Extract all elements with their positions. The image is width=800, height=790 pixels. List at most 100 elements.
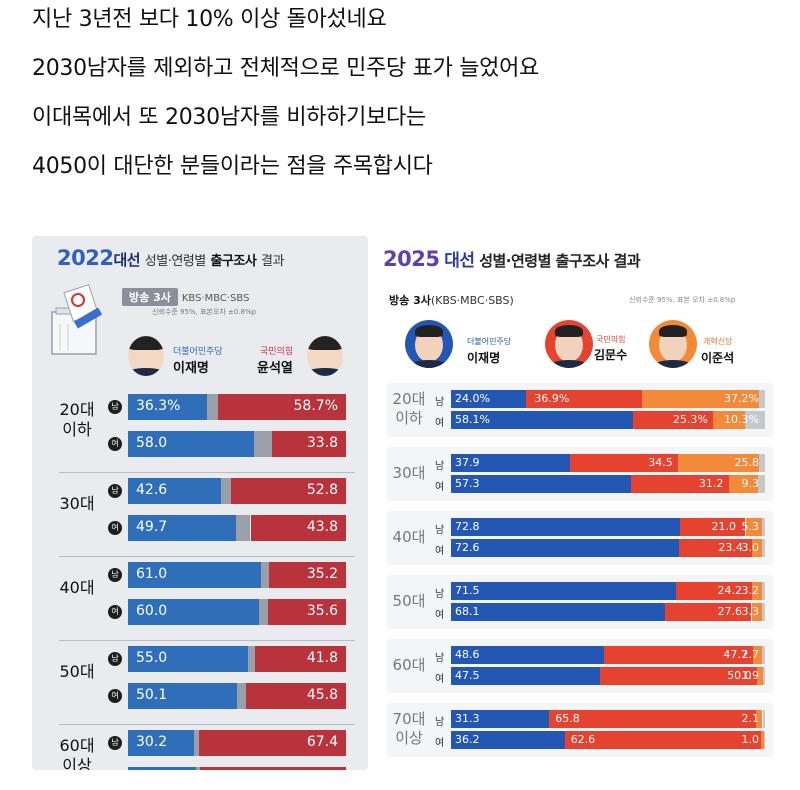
bar-segment-ppp xyxy=(254,646,346,672)
stacked-bar: 60.0 35.6 xyxy=(128,599,346,625)
data-label-ppp: 31.2 xyxy=(698,477,724,490)
data-label-dem: 49.7 xyxy=(136,519,168,535)
data-label-dem: 71.5 xyxy=(455,584,480,597)
age-group-label-line: 30대 xyxy=(59,494,95,513)
data-label-ppp: 36.9% xyxy=(534,392,570,405)
age-group-label-line: 60대 xyxy=(59,736,95,755)
post-line: 4050이 대단한 분들이라는 점을 주목합시다 xyxy=(32,154,433,179)
bar-segment-reform xyxy=(745,518,763,536)
sex-label: 여 xyxy=(435,738,445,749)
post-line: 지난 3년전 보다 10% 이상 돌아섰네요 xyxy=(32,7,387,32)
post-line: 이대목에서 또 2030남자를 비하하기보다는 xyxy=(32,105,426,130)
sex-badge: 남 xyxy=(108,484,122,498)
chart-2025-title-rest: 성별·연령별 출구조사 결과 xyxy=(479,252,641,270)
bar-segment-other xyxy=(193,730,199,756)
data-label-reform: 5.3 xyxy=(741,520,760,533)
bar-segment-other xyxy=(763,667,765,685)
data-label-ppp: 62.6 xyxy=(570,733,596,746)
bar-segment-ppp xyxy=(250,515,346,541)
data-label-ppp: 25.3% xyxy=(672,413,708,426)
data-label-ppp: 58.7% xyxy=(293,398,338,414)
data-label-dem: 24.0% xyxy=(455,392,490,405)
bar-segment-other xyxy=(745,411,765,429)
sex-label: 남 xyxy=(435,653,445,664)
stacked-bar: 71.5 24.2 3.2 xyxy=(451,582,765,600)
sex-label: 남 xyxy=(435,461,445,472)
bar-segment-ppp xyxy=(679,518,746,536)
bar-segment-reform xyxy=(728,475,759,493)
data-label-dem: 58.0 xyxy=(136,435,168,451)
bar-segment-dem xyxy=(128,478,221,504)
data-label-ppp: 43.8 xyxy=(306,519,338,535)
age-group-label: 50대 xyxy=(389,592,429,611)
data-label-ppp: 41.8 xyxy=(306,650,338,666)
data-label-dem: 31.3 xyxy=(455,712,480,725)
post-line: 2030남자를 제외하고 전체적으로 민주당 표가 늘었어요 xyxy=(32,56,539,81)
candidate-name: 이재명 xyxy=(467,351,501,365)
bar-segment-ppp xyxy=(675,582,752,600)
candidate-party: 개혁신당 xyxy=(703,337,733,346)
data-label-dem: 36.3% xyxy=(136,398,181,414)
sex-badge: 여 xyxy=(108,605,122,619)
chart-2022-title-end: 결과 xyxy=(261,254,284,269)
bar-segment-dem xyxy=(451,518,680,536)
bar-segment-dem xyxy=(451,475,631,493)
bar-segment-reform xyxy=(712,411,746,429)
bar-segment-dem xyxy=(128,431,255,457)
bar-segment-ppp xyxy=(570,454,679,472)
bar-segment-other xyxy=(761,646,765,664)
data-label-ppp: 21.0 xyxy=(711,520,737,533)
data-label-dem: 57.3 xyxy=(455,477,480,490)
bar-segment-other xyxy=(237,683,247,709)
data-label-reform: 9.3 xyxy=(741,477,760,490)
age-group-label-line: 이상 xyxy=(62,756,92,770)
bar-segment-reform xyxy=(678,454,760,472)
chart-2022-title-bold-wrap: 출구조사 xyxy=(210,254,256,269)
data-label-dem: 72.8 xyxy=(455,520,480,533)
age-group-label: 60대 xyxy=(389,656,429,675)
stacked-bar: 72.8 21.0 5.3 xyxy=(451,518,765,536)
chart-2025-title: 2025 대선 성별·연령별 출구조사 결과 xyxy=(383,246,641,271)
sex-badge: 여 xyxy=(108,437,122,451)
data-label-reform: 37.2% xyxy=(724,392,759,405)
bar-segment-ppp xyxy=(664,603,752,621)
stacked-bar: 61.0 35.2 xyxy=(128,562,346,588)
data-label-dem: 55.0 xyxy=(136,650,168,666)
age-group-label-line: 40대 xyxy=(59,578,95,597)
bar-segment-reform xyxy=(761,731,765,749)
stacked-bar: 31.366.8 xyxy=(128,767,346,770)
stacked-bar: 36.3% 58.7% xyxy=(128,394,346,420)
candidate-photo-lee xyxy=(128,336,164,376)
candidate-party: 국민의힘 xyxy=(596,335,626,344)
data-label-reform: 25.8 xyxy=(734,456,760,469)
bar-segment-other xyxy=(254,431,273,457)
data-label-reform: 1.0 xyxy=(741,733,760,746)
candidate-name: 이재명 xyxy=(173,361,209,376)
age-group-label: 70대 이상 xyxy=(389,710,429,748)
bar-segment-dem xyxy=(451,454,570,472)
candidate-party: 국민의힘 xyxy=(260,347,294,357)
candidate-photo-yoon xyxy=(307,336,343,376)
data-label-dem: 61.0 xyxy=(136,566,168,582)
candidate-photo-kim xyxy=(545,320,593,368)
bar-segment-ppp xyxy=(246,683,346,709)
bar-segment-ppp xyxy=(549,710,756,728)
age-group-label: 20대 이하 xyxy=(389,390,429,428)
candidate-name: 김문수 xyxy=(594,348,628,362)
data-label-dem: 47.5 xyxy=(455,669,480,682)
bar-segment-dem xyxy=(128,767,197,770)
bar-segment-reform xyxy=(757,667,764,685)
data-label-ppp: 50.0 xyxy=(727,669,752,682)
broadcast-source: (KBS·MBC·SBS) xyxy=(430,294,514,307)
bar-segment-ppp xyxy=(600,667,758,685)
data-label-ppp: 52.8 xyxy=(306,482,338,498)
bar-segment-dem xyxy=(451,667,601,685)
bar-segment-other xyxy=(236,515,251,541)
chart-2022-title-event: 대선 xyxy=(113,251,141,269)
sex-badge: 남 xyxy=(108,652,122,666)
data-label-ppp: 35.2 xyxy=(306,566,338,582)
bar-segment-other xyxy=(761,539,765,557)
bar-segment-other xyxy=(761,582,765,600)
candidate-party: 더불어민주당 xyxy=(467,337,512,346)
sex-label: 여 xyxy=(435,674,445,685)
